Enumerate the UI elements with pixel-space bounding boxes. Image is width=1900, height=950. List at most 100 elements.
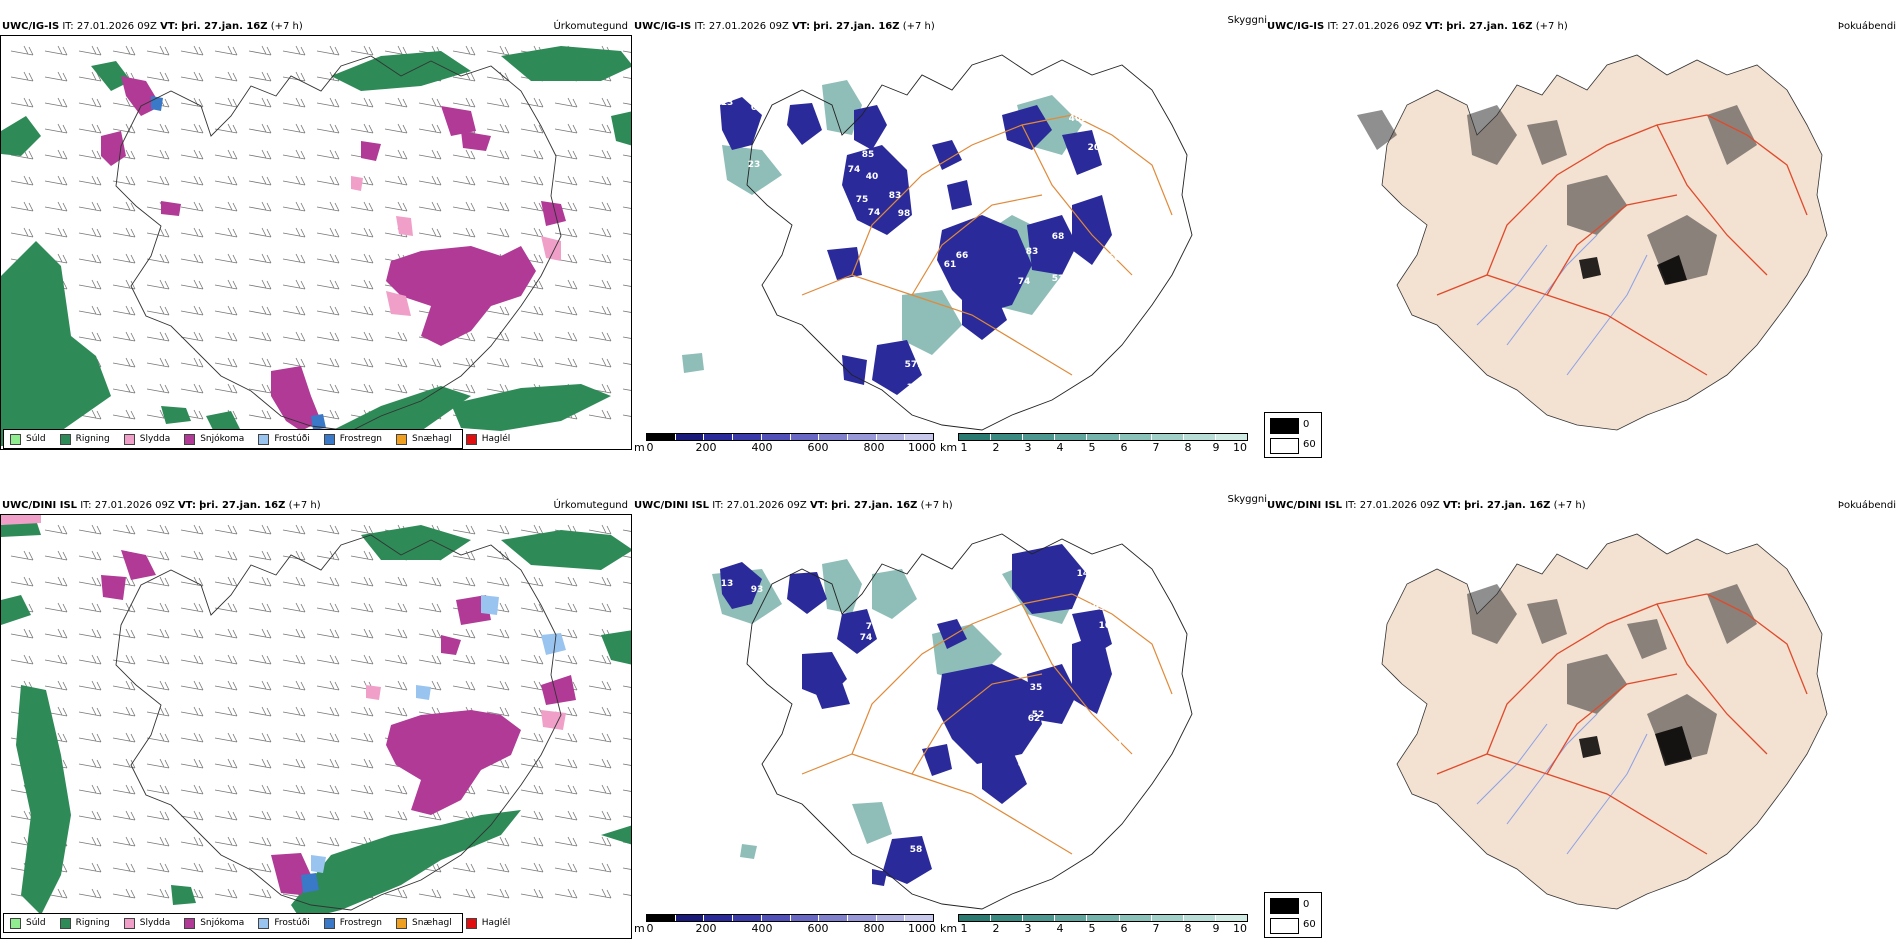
road-network (1436, 593, 1808, 855)
panel-r2-cloud: UWC/DINI ISL IT: 27.01.2026 09Z VT: þri.… (632, 494, 1267, 944)
river-line (1506, 713, 1598, 825)
wind-barb (248, 149, 272, 160)
visibility-tick: 3 (1024, 922, 1032, 935)
road-line (1021, 124, 1133, 276)
wind-barb (282, 732, 306, 743)
wind-barb (78, 305, 102, 316)
wind-barb (486, 576, 510, 587)
wind-barb (146, 758, 170, 769)
land-shape (1382, 534, 1827, 909)
fog-legend-label: 60 (1303, 919, 1316, 930)
wind-barb (282, 45, 306, 56)
wind-barb (588, 654, 612, 665)
ceiling-label: 83 (888, 191, 902, 201)
road-network (801, 593, 1173, 855)
wind-barb (622, 180, 631, 183)
wind-barb (44, 654, 68, 665)
road-line (1546, 194, 1678, 296)
precip-snow-areas (101, 76, 566, 431)
visibility-colorbar: km 1 2 3 4 5 6 7 8 9 10 (940, 433, 1250, 454)
ceiling-tick: 0 (646, 441, 654, 454)
wind-barb (112, 201, 136, 212)
wind-barb (452, 45, 476, 56)
wind-barb (180, 862, 204, 873)
wind-barb (316, 706, 340, 717)
ceiling-colorbar-bar (646, 914, 934, 922)
wind-barb (554, 784, 578, 795)
wind-barb (452, 628, 476, 639)
wind-barb (180, 524, 204, 535)
wind-barb (282, 706, 306, 717)
wind-barb (112, 279, 136, 290)
wind-barb (622, 310, 631, 313)
ceiling-label: 98 (897, 209, 911, 219)
wind-barb (180, 45, 204, 56)
wind-barb (384, 628, 408, 639)
wind-barb (520, 810, 544, 821)
legend-item-hail: Haglél (465, 917, 510, 929)
wind-barb (588, 706, 612, 717)
wind-barb (214, 706, 238, 717)
wind-barb (554, 175, 578, 186)
wind-barb (622, 737, 631, 740)
wind-barb (622, 258, 631, 261)
legend-swatch (258, 917, 270, 929)
wind-barb (248, 888, 272, 899)
panel-title: UWC/DINI ISL IT: 27.01.2026 09Z VT: þri.… (634, 500, 953, 511)
wind-barb (10, 71, 34, 82)
fog-dense-areas (1579, 255, 1687, 285)
wind-barb (316, 305, 340, 316)
wind-barb (112, 602, 136, 613)
wind-barb (350, 706, 374, 717)
wind-barb (146, 888, 170, 899)
road-line (1656, 124, 1768, 276)
road-line (1071, 114, 1173, 216)
wind-barb (316, 784, 340, 795)
ceiling-tick: 600 (807, 922, 829, 935)
land-shape (1382, 55, 1827, 430)
ceiling-label: 85 (861, 150, 875, 160)
wind-barb (316, 123, 340, 134)
wind-barb (486, 71, 510, 82)
ceiling-label: 175 (1074, 272, 1094, 282)
wind-barb (78, 758, 102, 769)
wind-barb (180, 758, 204, 769)
wind-barb (248, 357, 272, 368)
wind-barb (78, 888, 102, 899)
wind-barb (622, 815, 631, 818)
wind-barb (622, 607, 631, 610)
wind-barb (248, 758, 272, 769)
wind-barb (452, 524, 476, 535)
wind-barb (214, 888, 238, 899)
wind-barb (418, 654, 442, 665)
wind-barb (180, 654, 204, 665)
legend-item-drizzle: Súld (10, 433, 46, 445)
wind-barb (180, 253, 204, 264)
wind-barb (588, 680, 612, 691)
wind-barb (180, 331, 204, 342)
wind-barb (112, 706, 136, 717)
ceiling-label: 74 (847, 165, 861, 175)
wind-barb (282, 305, 306, 316)
wind-barb (214, 862, 238, 873)
wind-barb (248, 227, 272, 238)
wind-barb (248, 654, 272, 665)
legend-item-drizzle: Súld (10, 917, 46, 929)
wind-barb (384, 383, 408, 394)
wind-barb (554, 576, 578, 587)
wind-barb (622, 529, 631, 532)
wind-barb (248, 409, 272, 420)
wind-barb (350, 732, 374, 743)
coast-line (746, 533, 1193, 910)
wind-barb (384, 331, 408, 342)
wind-barb (78, 602, 102, 613)
wind-barb (248, 305, 272, 316)
legend-item-sleet: Slydda (123, 917, 170, 929)
wind-barb (146, 654, 170, 665)
ceiling-tick: 400 (751, 922, 773, 935)
legend-item-rain: Rigning (59, 917, 110, 929)
legend-swatch (123, 917, 135, 929)
ceiling-label: 67 (881, 643, 895, 653)
wind-barb (282, 175, 306, 186)
ceiling-label: 35 (1029, 683, 1043, 693)
